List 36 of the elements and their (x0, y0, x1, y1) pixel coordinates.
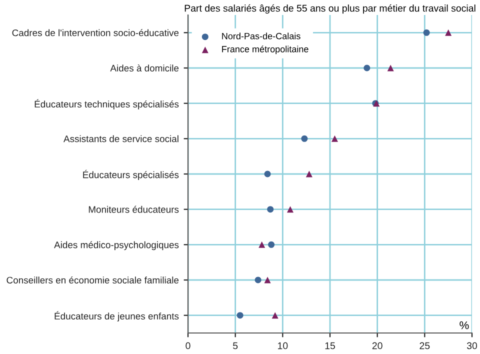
y-tick-label: Assistants de service social (64, 135, 178, 142)
x-tick-label: 10 (278, 342, 288, 350)
y-tick-label: Moniteurs éducateurs (88, 206, 179, 213)
point (258, 241, 266, 248)
x-tick-label: 5 (233, 342, 238, 350)
chart-title: Part des salariés âgés de 55 ans ou plus par métier du travail social (184, 4, 476, 14)
legend-label: France métropolitaine (222, 46, 308, 54)
x-tick-label: 30 (466, 342, 478, 350)
point (254, 276, 262, 284)
point (286, 206, 294, 213)
point (264, 276, 271, 284)
y-tick-label: Éducateurs de jeunes enfants (54, 311, 179, 322)
point (306, 170, 312, 178)
point (236, 312, 244, 319)
y-tick-label: Cadres de l'intervention socio-éducative (12, 29, 179, 36)
annotation: % (460, 321, 469, 330)
point (423, 29, 430, 36)
point (268, 241, 275, 248)
point (267, 206, 274, 213)
x-tick-label: 0 (186, 342, 190, 350)
point (264, 170, 271, 178)
point (301, 135, 308, 142)
y-tick-label: Aides à domicile (110, 64, 179, 72)
x-tick-label: 15 (325, 342, 335, 350)
x-tick-label: 20 (372, 342, 382, 350)
point (387, 64, 394, 72)
point (445, 29, 452, 36)
point (364, 64, 370, 72)
y-tick-label: Aides médico-psychologiques (54, 241, 179, 250)
x-tick-label: 25 (420, 342, 430, 350)
legend-label: Nord-Pas-de-Calais (222, 32, 300, 40)
y-tick-label: Conseillers en économie sociale familiale (6, 276, 179, 284)
point (272, 312, 278, 319)
y-tick-label: Éducateurs techniques spécialisés (34, 99, 179, 110)
y-tick-label: Éducateurs spécialisés (83, 170, 179, 180)
point (331, 135, 338, 142)
